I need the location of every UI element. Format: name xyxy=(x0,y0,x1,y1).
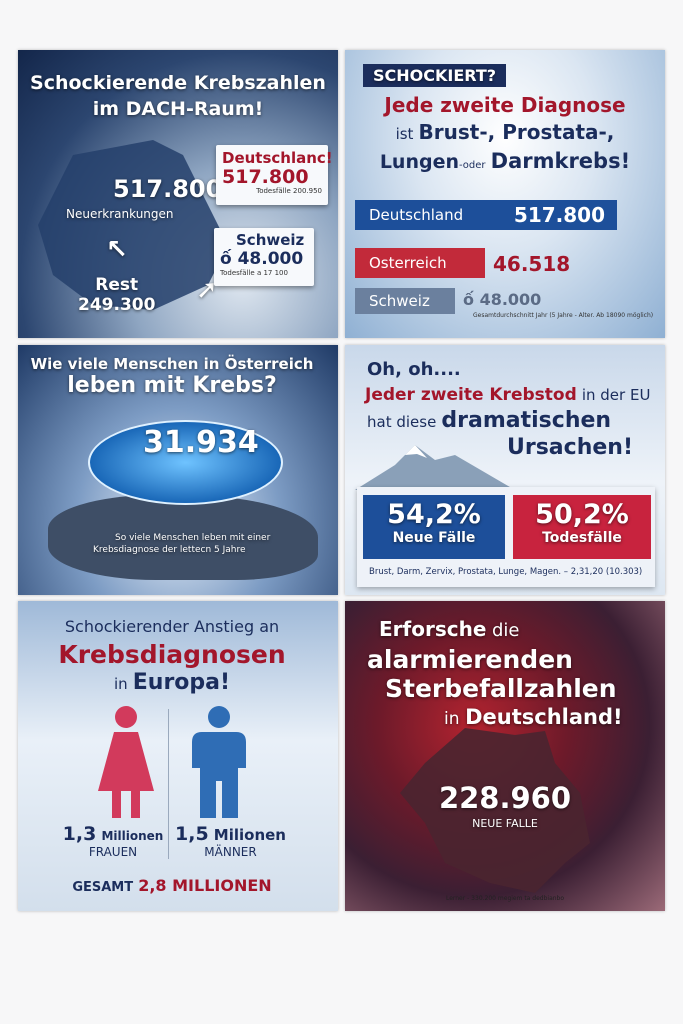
row-value: 517.800 xyxy=(513,203,605,227)
shock-badge: SCHOCKIERT? xyxy=(363,64,507,87)
headline-line: die xyxy=(491,620,520,641)
panel-europe-diagnoses: Schockierender Anstieg an Krebsdiagnosen… xyxy=(18,601,338,911)
headline-line: in xyxy=(444,709,460,729)
woman-icon xyxy=(98,706,154,818)
headline-line: in xyxy=(113,675,128,693)
total-value: 2,8 MILLIONEN xyxy=(138,876,272,895)
caption-line: Krebsdiagnose der lettecn 5 Jahre xyxy=(93,545,246,555)
row-schweiz: Schweiz xyxy=(355,288,455,314)
headline-line: Sterbefallzahlen xyxy=(385,674,617,703)
arrow-icon: ➚ xyxy=(196,275,218,305)
panel-headline: Schockierender Anstieg an Krebsdiagnosen… xyxy=(18,613,326,698)
men-stat: 1,5 Milionen MÄNNER xyxy=(173,823,288,859)
headline-line: Oh, oh.... xyxy=(367,359,461,380)
caption-line: So viele Menschen leben mit einer xyxy=(115,533,271,543)
footnote: Brust, Darm, Zervix, Prostata, Lunge, Ma… xyxy=(369,567,643,577)
panel-headline: Jede zweite Diagnose ist Brust-, Prostat… xyxy=(345,92,665,179)
men-unit: Milionen xyxy=(213,826,286,844)
panel-title: Schockierende Krebszahlen im DACH-Raum! xyxy=(18,70,338,122)
rest-value: 249.300 xyxy=(78,295,156,315)
panel-title: Wie viele Menschen in Österreich leben m… xyxy=(18,355,326,398)
callout-label: Deutschlanc! xyxy=(222,149,333,167)
headline-line: Lungen xyxy=(379,151,460,173)
caption: So viele Menschen leben mit einer Krebsd… xyxy=(93,532,270,556)
row-deutschland: Deutschland 517.800 xyxy=(355,200,617,230)
panel-headline: Oh, oh.... Jeder zweite Krebstod in der … xyxy=(365,357,651,460)
germany-map-icon xyxy=(400,728,590,893)
rest-label: Rest xyxy=(95,275,139,295)
total-label: GESAMT xyxy=(72,880,134,895)
row-osterreich: Osterreich xyxy=(355,248,485,278)
headline-line: Europa! xyxy=(132,670,231,695)
switzerland-callout: Schweiz ố 48.000 Todesfälle a 17 100 xyxy=(214,228,314,286)
headline-line: Deutschland! xyxy=(465,705,623,729)
callout-sub: Todesfälle 200.950 xyxy=(256,187,322,195)
stat-label: Todesfälle xyxy=(542,530,622,546)
men-label: MÄNNER xyxy=(204,845,257,859)
stat-new-cases: 54,2% Neue Fälle xyxy=(363,495,505,559)
stat-value: 54,2% xyxy=(387,499,481,530)
men-value: 1,5 xyxy=(175,823,209,845)
arrow-icon: ↖ xyxy=(106,235,128,265)
row-value: ố 48.000 xyxy=(463,290,542,309)
callout-value: 517.800 xyxy=(222,166,309,188)
mountain-icon xyxy=(355,445,515,490)
callout-sub: Todesfälle a 17 100 xyxy=(220,269,288,277)
panel-diagnosis-types: SCHOCKIERT? Jede zweite Diagnose ist Bru… xyxy=(345,50,665,338)
callout-label: Schweiz xyxy=(236,231,305,249)
title-line: im DACH-Raum! xyxy=(92,98,264,120)
women-unit: Millionen xyxy=(101,829,164,843)
headline-line: Jede zweite Diagnose xyxy=(384,93,626,117)
panel-germany-deaths: Erforsche die alarmierenden Sterbefallza… xyxy=(345,601,665,911)
row-label: Schweiz xyxy=(369,292,430,310)
headline-line: Ursachen! xyxy=(507,435,633,460)
callout-value: ố 48.000 xyxy=(220,249,304,269)
title-line: Schockierende Krebszahlen xyxy=(30,72,326,94)
headline-line: hat diese xyxy=(367,413,437,431)
austria-rock-icon xyxy=(48,495,318,580)
man-icon xyxy=(192,706,246,818)
women-stat: 1,3 Millionen FRAUEN xyxy=(53,823,173,859)
panel-dach-cancer-figures: Schockierende Krebszahlen im DACH-Raum! … xyxy=(18,50,338,338)
case-count: 228.960 xyxy=(438,781,572,815)
women-value: 1,3 xyxy=(62,823,97,845)
stat-value: 50,2% xyxy=(535,499,629,530)
main-label: Neuerkrankungen xyxy=(66,207,174,221)
divider xyxy=(168,709,169,859)
panel-eu-cancer-deaths: Oh, oh.... Jeder zweite Krebstod in der … xyxy=(345,345,665,595)
headline-line: Jeder zweite Krebstod xyxy=(365,385,577,405)
women-label: FRAUEN xyxy=(88,845,138,859)
title-line: leben mit Krebs? xyxy=(67,373,277,398)
main-value: 517.800 xyxy=(113,175,223,203)
stat-label: Neue Fälle xyxy=(392,530,476,546)
people-count: 31.934 xyxy=(143,425,259,460)
row-label: Osterreich xyxy=(369,254,447,272)
germany-callout: Deutschlanc! 517.800 Todesfälle 200.950 xyxy=(216,145,333,205)
headline-small: -oder xyxy=(459,160,486,171)
stat-deaths: 50,2% Todesfälle xyxy=(513,495,651,559)
headline-line: Krebsdiagnosen xyxy=(58,640,286,669)
footnote: Lerner - 330.200 megiem ta dedbianbo xyxy=(445,895,565,902)
panel-headline: Erforsche die alarmierenden Sterbefallza… xyxy=(367,615,623,734)
rest-figure: Rest 249.300 xyxy=(78,275,155,315)
row-label: Deutschland xyxy=(369,206,464,224)
panel-austria-living-with-cancer: Wie viele Menschen in Österreich leben m… xyxy=(18,345,338,595)
water-disc-icon xyxy=(88,420,283,505)
headline-line: Erforsche xyxy=(379,617,487,641)
headline-line: alarmierenden xyxy=(367,645,573,674)
dach-map-icon xyxy=(38,140,228,310)
headline-line: in der EU xyxy=(581,386,651,404)
headline-line: Darmkrebs! xyxy=(490,149,631,173)
case-label: NEUE FALLE xyxy=(472,817,538,830)
footnote: Gesamtdurchschnitt Jahr (5 Jahre - Alter… xyxy=(473,312,654,319)
headline-small: ist xyxy=(395,125,414,143)
headline-line: dramatischen xyxy=(441,408,612,433)
headline-line: Schockierender Anstieg an xyxy=(64,617,280,636)
row-value: 46.518 xyxy=(493,252,571,276)
title-line: Wie viele Menschen in Österreich xyxy=(30,355,314,373)
headline-line: Brust-, Prostata-, xyxy=(418,120,615,144)
total-stat: GESAMT 2,8 MILLIONEN xyxy=(18,876,326,895)
